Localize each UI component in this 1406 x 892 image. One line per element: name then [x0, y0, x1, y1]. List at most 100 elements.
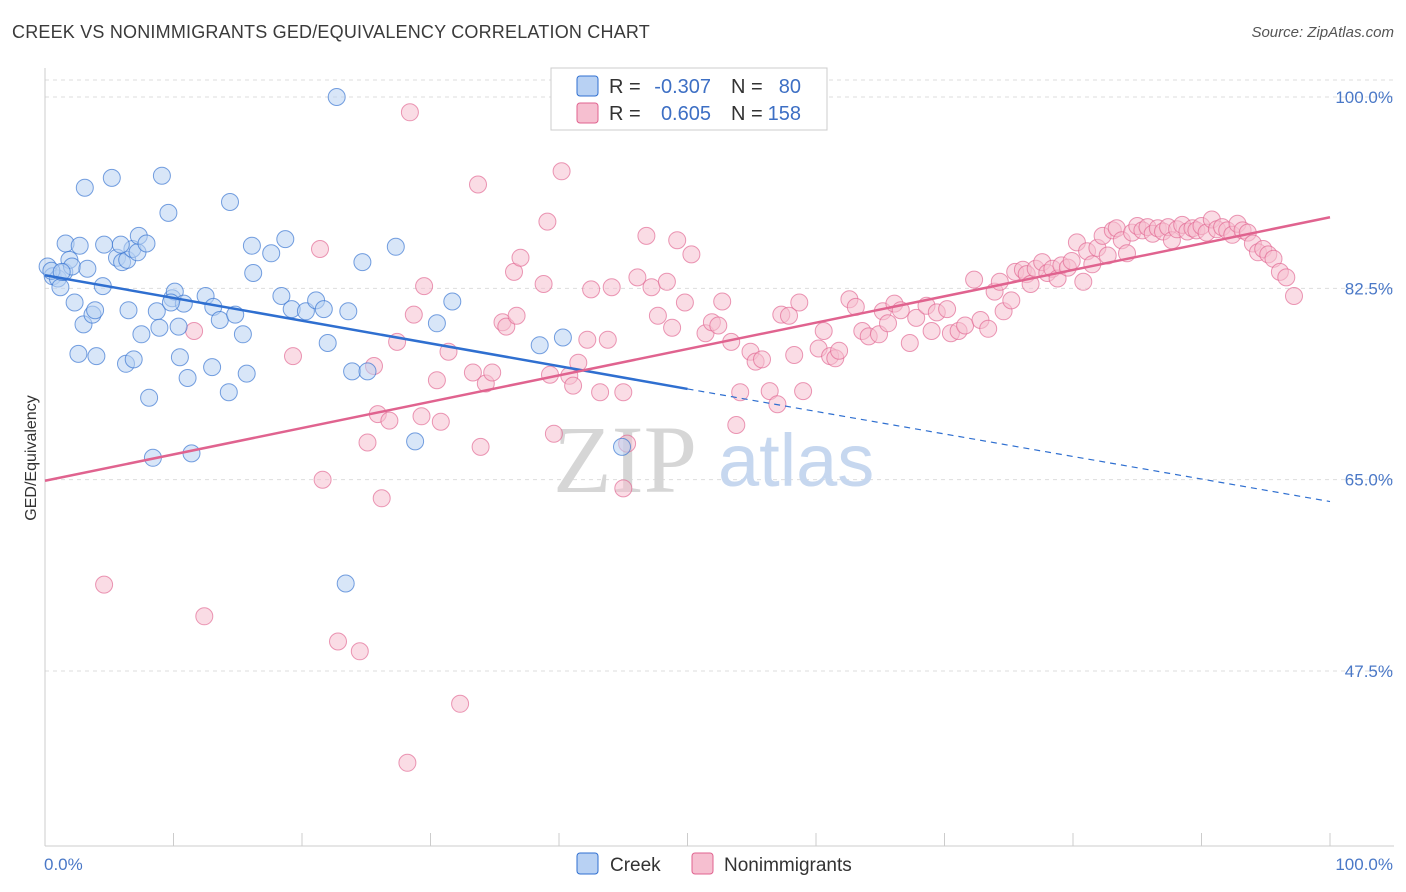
creek-point — [358, 362, 377, 381]
creek-point — [553, 328, 572, 347]
nonimmigrants-point — [507, 306, 526, 325]
nonimmigrants-point — [830, 341, 849, 360]
nonimmigrants-point — [900, 334, 919, 352]
nonimmigrants-point — [794, 382, 813, 401]
nonimmigrants-point — [938, 300, 957, 319]
nonimmigrants-point — [591, 383, 610, 402]
nonimmigrants-point — [709, 316, 728, 335]
nonimmigrants-point — [642, 278, 661, 297]
nonimmigrants-point — [879, 314, 897, 333]
y-tick-label: 47.5% — [1345, 662, 1393, 681]
legend-n-label-creek: N = — [731, 76, 763, 98]
nonimmigrants-point — [483, 363, 502, 382]
creek-trend-extension — [687, 388, 1331, 503]
creek-point — [170, 348, 189, 367]
nonimmigrants-point — [541, 365, 559, 384]
nonimmigrants-point — [785, 346, 804, 364]
creek-point — [427, 314, 446, 333]
creek-point — [169, 317, 188, 336]
legend-n-value-creek: 80 — [779, 76, 801, 98]
nonimmigrants-point — [534, 275, 553, 293]
creek-point — [237, 364, 256, 383]
creek-point — [87, 347, 106, 366]
nonimmigrants-point — [95, 575, 114, 594]
nonimmigrants-point — [780, 306, 798, 325]
nonimmigrants-point — [471, 437, 490, 456]
creek-point — [51, 278, 70, 297]
nonimmigrants-point — [469, 175, 487, 194]
nonimmigrants-point — [1062, 252, 1081, 270]
creek-point — [140, 388, 159, 407]
nonimmigrants-point — [538, 212, 557, 231]
y-tick-label: 100.0% — [1335, 88, 1393, 107]
nonimmigrants-point — [602, 278, 621, 297]
nonimmigrants-point — [185, 322, 204, 340]
creek-point — [203, 358, 222, 377]
nonimmigrants-point — [1285, 287, 1303, 305]
nonimmigrants-point — [415, 277, 434, 296]
nonimmigrants-point — [398, 753, 417, 772]
creek-point — [353, 253, 372, 272]
y-tick-label: 65.0% — [1345, 471, 1393, 490]
nonimmigrants-point — [713, 292, 732, 311]
creek-point — [219, 383, 238, 402]
creek-point — [137, 234, 156, 253]
nonimmigrants-point — [614, 383, 633, 402]
creek-point — [339, 302, 358, 321]
creek-point — [262, 244, 281, 263]
nonimmigrants-point — [358, 433, 377, 452]
chart-title: CREEK VS NONIMMIGRANTS GED/EQUIVALENCY C… — [12, 22, 650, 42]
bottom-legend-swatch-creek — [576, 852, 599, 875]
nonimmigrants-point — [427, 371, 446, 390]
nonimmigrants-point — [1277, 268, 1296, 287]
creek-point — [336, 574, 355, 593]
creek-point — [242, 236, 261, 255]
creek-point — [244, 264, 263, 282]
nonimmigrants-point — [311, 240, 329, 258]
nonimmigrants-point — [648, 306, 667, 325]
creek-point — [95, 235, 114, 254]
nonimmigrants-point — [663, 318, 682, 337]
nonimmigrants-point — [404, 305, 423, 324]
creek-points — [38, 88, 631, 593]
nonimmigrants-point — [956, 316, 975, 335]
bottom-legend-swatch-nonimm — [691, 852, 714, 875]
creek-point — [314, 300, 333, 319]
nonimmigrants-point — [628, 268, 647, 287]
legend-r-label-creek: R = — [609, 76, 641, 98]
nonimmigrants-points — [95, 103, 1303, 772]
creek-point — [443, 292, 462, 311]
nonimmigrants-point — [544, 424, 563, 443]
creek-point — [406, 432, 425, 451]
nonimmigrants-point — [814, 322, 833, 340]
nonimmigrants-point — [979, 319, 998, 338]
creek-point — [276, 230, 295, 249]
creek-point — [150, 318, 169, 337]
y-tick-labels: 47.5% 65.0% 82.5% 100.0% — [1335, 88, 1393, 681]
nonimmigrants-point — [1074, 272, 1093, 291]
legend-box: R = -0.307 N = 80 R = 0.605 N = 158 — [550, 67, 828, 131]
nonimmigrants-point — [731, 383, 750, 402]
creek-point — [70, 236, 89, 255]
creek-point — [159, 203, 178, 222]
creek-point — [210, 311, 229, 329]
creek-point — [530, 336, 549, 355]
nonimmigrants-point — [1002, 291, 1021, 310]
nonimmigrants-point — [682, 245, 701, 264]
creek-point — [119, 301, 138, 320]
nonimmigrants-point — [578, 330, 597, 349]
nonimmigrants-point — [329, 632, 347, 651]
nonimmigrants-point — [511, 248, 530, 267]
legend-n-label-nonimm: N = — [731, 103, 763, 125]
legend-swatch-nonimm — [576, 102, 599, 124]
legend-r-value-creek: -0.307 — [654, 76, 711, 98]
nonimmigrants-point — [284, 347, 302, 366]
nonimmigrants-point — [412, 407, 431, 426]
nonimmigrants-point — [350, 642, 369, 661]
creek-point — [233, 325, 252, 344]
nonimmigrants-point — [451, 694, 470, 713]
creek-point — [318, 334, 337, 352]
nonimmigrants-point — [990, 272, 1009, 291]
source-label: Source: ZipAtlas.com — [1251, 24, 1394, 41]
